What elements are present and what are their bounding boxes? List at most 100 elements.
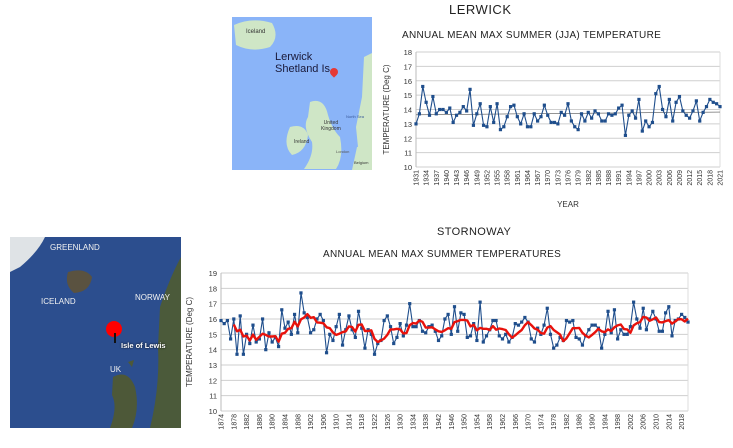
data-point [260,317,265,321]
lerwick-map: Iceland Lerwick Shetland Is United Kingd… [232,17,372,170]
x-tick-label: 1979 [576,170,583,186]
data-point [468,87,472,91]
ireland-shape [286,126,308,155]
data-point [603,332,607,336]
europe-shape [352,145,372,170]
data-point [569,119,573,123]
y-tick-label: 13 [404,120,412,129]
data-point [481,123,486,127]
data-point [434,112,438,116]
data-point [536,326,540,330]
data-point [465,109,469,113]
data-point [441,107,445,112]
data-point [481,340,485,344]
x-tick-label: 1991 [616,170,623,186]
great-britain-shape [304,100,342,169]
data-point [516,323,521,327]
data-point [431,94,435,99]
x-tick-label: 1970 [526,414,533,430]
x-tick-label: 2003 [657,170,664,186]
stornoway-chart-title: ANNUAL MEAN MAX SUMMER TEMPERATURES [323,249,562,260]
stornoway-map: GREENLAND ICELAND NORWAY UK Isle of Lewi… [10,237,181,428]
data-point [484,334,489,338]
y-tick-label: 10 [209,407,217,416]
data-point [677,94,682,99]
x-tick-label: 1961 [515,170,522,186]
data-point [286,320,290,324]
data-point [475,112,479,116]
data-point [670,334,674,338]
data-point [593,109,597,113]
data-point [382,318,386,323]
data-point [648,317,652,321]
data-point [681,109,685,113]
data-point [622,332,626,336]
data-point [563,113,567,117]
data-point [458,110,462,114]
x-tick-label: 1949 [474,170,481,186]
x-tick-label: 1955 [495,170,502,186]
data-point [350,328,354,332]
lerwick-chart-title: ANNUAL MEAN MAX SUMMER (JJA) TEMPERATURE [402,30,662,41]
data-point [395,335,399,339]
iceland-shape [234,20,276,50]
data-point [444,110,448,114]
y-tick-label: 11 [209,392,217,401]
data-point [539,332,543,336]
data-point [586,110,590,114]
data-point [424,100,428,104]
data-point [451,120,455,125]
data-point [609,331,613,335]
data-point [573,125,577,129]
x-tick-label: 1994 [626,170,633,186]
x-tick-label: 1934 [410,414,417,430]
map-label-belgium: Belgium [354,160,369,165]
data-point [620,103,624,107]
data-point [219,318,223,323]
data-point [232,317,236,321]
x-tick-label: 2002 [628,414,635,430]
data-point [254,340,258,344]
data-point [650,120,655,125]
map-label-iceland: Iceland [246,29,266,35]
data-point [244,332,249,336]
data-point [222,322,226,326]
data-point [448,106,452,110]
stornoway-map-shapes [10,237,181,428]
data-point [427,113,432,117]
y-tick-label: 16 [209,315,217,324]
data-point [630,109,634,113]
data-point [414,122,418,126]
data-point [337,312,341,316]
x-tick-label: 1918 [359,414,366,430]
data-point [644,119,648,123]
x-tick-label: 1943 [454,170,461,186]
y-tick-label: 17 [404,62,412,71]
data-point [701,110,705,114]
data-point [270,340,274,344]
data-point [443,317,447,321]
data-point [674,100,678,104]
data-point [264,348,268,352]
data-point [647,125,651,129]
data-point [546,113,550,117]
y-tick-label: 17 [209,300,217,309]
data-point [328,332,332,336]
x-tick-label: 1942 [436,414,443,430]
data-point [522,112,526,116]
x-tick-label: 1978 [551,414,558,430]
data-point [667,97,671,102]
data-point [376,341,380,346]
data-point [671,119,675,123]
data-point [508,105,513,109]
x-tick-label: 2021 [718,170,725,186]
data-point [529,125,533,129]
data-point [635,317,639,321]
data-point [559,110,563,114]
data-point [324,351,329,355]
moving-average-line [232,312,689,344]
lerwick-heading: LERWICK [449,2,512,17]
map-label-uk-line2: Kingdom [321,126,341,132]
data-point [347,314,351,318]
x-tick-label: 1998 [615,414,622,430]
